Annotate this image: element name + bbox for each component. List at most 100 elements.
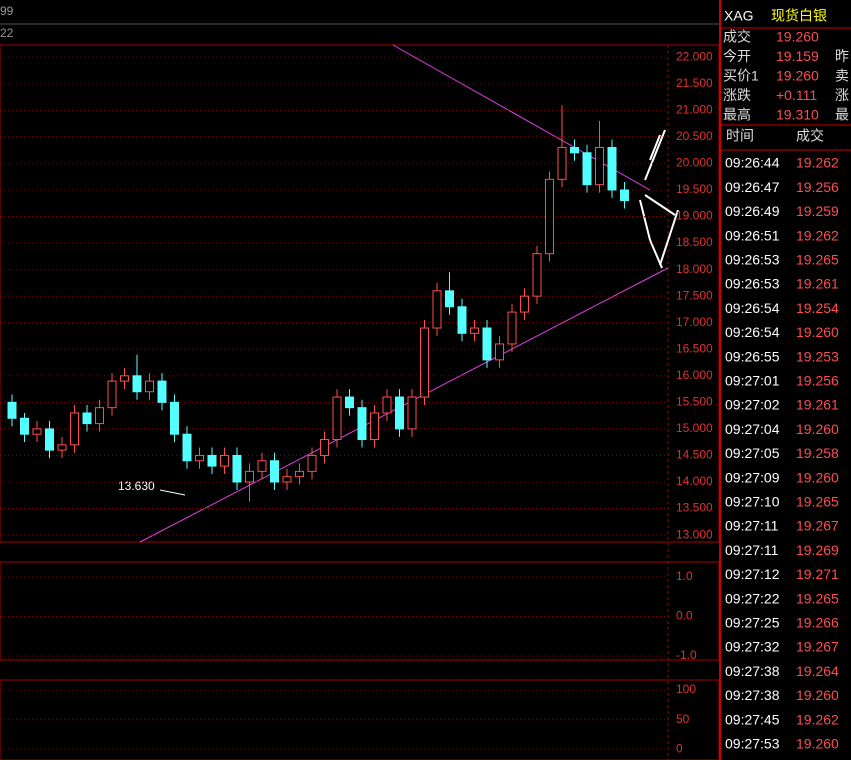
- candle-body: [95, 407, 104, 425]
- kdj-panel-border: [0, 679, 720, 760]
- trade-time: 09:26:51: [725, 227, 780, 243]
- quote-header: [722, 6, 851, 28]
- candle-body: [232, 454, 242, 483]
- quote-tail: 昨: [835, 48, 849, 64]
- trade-price: 19.256: [796, 373, 839, 389]
- trade-price: 19.261: [796, 397, 839, 413]
- candle-body: [470, 327, 479, 334]
- candle-body: [507, 311, 517, 345]
- y-tick-label: 19.500: [676, 182, 713, 196]
- y-tick-label: 14.000: [676, 474, 713, 488]
- trade-time: 09:26:44: [725, 155, 780, 171]
- trade-time: 09:27:01: [725, 373, 780, 389]
- trade-time: 09:26:54: [725, 300, 780, 316]
- candle-body: [32, 428, 42, 435]
- trade-header: 时间: [726, 128, 754, 144]
- trade-time: 09:27:25: [725, 615, 780, 631]
- y-tick-label: 0.0: [676, 609, 693, 623]
- candle-body: [557, 146, 567, 180]
- trade-time: 09:27:11: [725, 518, 779, 534]
- trade-price: 19.253: [796, 348, 839, 364]
- sub-label: 22: [0, 26, 14, 40]
- candle-body: [145, 380, 154, 393]
- candle-body: [170, 401, 179, 435]
- low-annotation: 13.630: [118, 479, 155, 493]
- candle-body: [332, 396, 342, 441]
- trade-time: 09:27:12: [725, 566, 780, 582]
- candle-body: [270, 460, 279, 483]
- trade-price: 19.261: [796, 276, 839, 292]
- trade-time: 09:26:54: [725, 324, 780, 340]
- y-tick-label: 17.500: [676, 288, 713, 302]
- quote-tail: 卖: [835, 68, 849, 84]
- candle-body: [282, 476, 292, 483]
- trade-time: 09:26:53: [725, 252, 780, 268]
- trade-price: 19.260: [796, 324, 839, 340]
- candle-body: [157, 380, 167, 403]
- y-tick-label: 15.000: [676, 421, 713, 435]
- trade-price: 19.260: [796, 421, 839, 437]
- trade-time: 09:27:04: [725, 421, 780, 437]
- annotation-pointer: [159, 489, 186, 496]
- candle-body: [70, 412, 79, 446]
- trade-price: 19.266: [796, 615, 839, 631]
- trade-time: 09:27:10: [725, 494, 780, 510]
- trade-price: 19.260: [796, 736, 839, 752]
- quote-value: 19.159: [776, 48, 819, 64]
- trade-time: 09:27:53: [725, 736, 780, 752]
- candle-body: [57, 444, 67, 451]
- candle-body: [220, 454, 229, 467]
- y-tick-label: -1.0: [676, 648, 697, 662]
- trade-time: 09:27:32: [725, 639, 780, 655]
- candle-body: [257, 460, 267, 472]
- candle-body: [345, 396, 354, 409]
- candle-body: [295, 470, 304, 478]
- quote-value: 19.260: [776, 29, 819, 45]
- y-tick-label: 20.000: [676, 156, 713, 170]
- candle-body: [395, 396, 404, 430]
- candle-body: [370, 412, 379, 441]
- trade-price: 19.267: [796, 639, 839, 655]
- y-tick-label: 18.500: [676, 235, 713, 249]
- candle-body: [520, 295, 529, 313]
- candle-body: [532, 253, 542, 297]
- y-tick-label: 16.000: [676, 368, 713, 382]
- candle-body: [545, 178, 554, 255]
- y-tick-label: 1.0: [676, 569, 693, 583]
- symbol: XAG: [724, 8, 754, 24]
- trade-price: 19.254: [796, 300, 839, 316]
- trade-time: 09:27:22: [725, 590, 780, 606]
- y-tick-label: 19.000: [676, 209, 713, 223]
- trade-price: 19.258: [796, 445, 839, 461]
- quote-tail: 最: [835, 107, 849, 123]
- candle-body: [245, 470, 254, 483]
- trade-time: 09:26:53: [725, 276, 780, 292]
- candle-body: [320, 439, 329, 456]
- trade-price: 19.262: [796, 227, 839, 243]
- candle-body: [45, 428, 54, 451]
- trade-price: 19.265: [796, 494, 839, 510]
- candle-body: [195, 454, 204, 462]
- trade-time: 09:27:11: [725, 542, 779, 558]
- trade-price: 19.256: [796, 179, 839, 195]
- y-tick-label: 100: [676, 682, 696, 696]
- candle-body: [207, 454, 217, 467]
- quote-label: 今开: [723, 48, 751, 64]
- trade-price: 19.262: [796, 155, 839, 171]
- candle-body: [307, 454, 317, 472]
- candle-body: [182, 433, 192, 462]
- y-tick-label: 22.000: [676, 49, 713, 63]
- y-tick-label: 18.000: [676, 262, 713, 276]
- trade-price: 19.262: [796, 711, 839, 727]
- quote-value: 19.260: [776, 68, 819, 84]
- y-tick-label: 20.500: [676, 129, 713, 143]
- candle-body: [482, 327, 492, 361]
- y-tick-label: 13.000: [676, 527, 713, 541]
- candle-body: [595, 146, 604, 186]
- candle-body: [445, 290, 454, 308]
- quote-label: 涨跌: [723, 87, 751, 103]
- candle-body: [82, 412, 92, 425]
- symbol-name: 现货白银: [771, 8, 827, 24]
- trade-time: 09:26:55: [725, 348, 780, 364]
